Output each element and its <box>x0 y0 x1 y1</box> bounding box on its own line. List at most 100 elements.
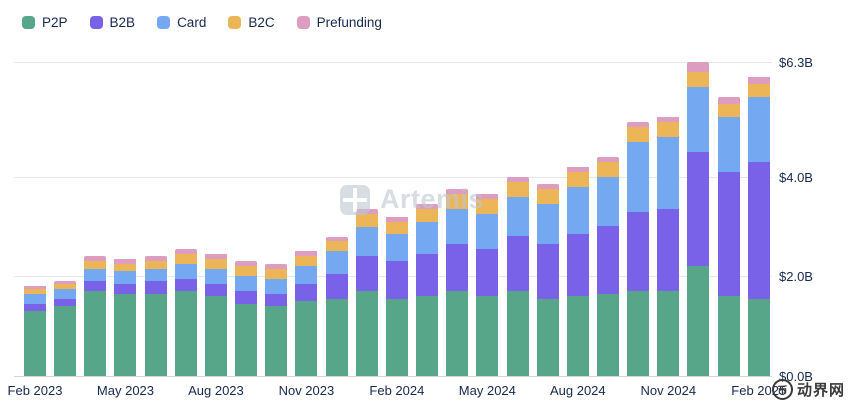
bar-segment-b2c[interactable] <box>416 209 439 222</box>
bar-segment-card[interactable] <box>566 186 589 234</box>
bar-segment-p2p[interactable] <box>265 306 288 376</box>
bar-segment-prefunding[interactable] <box>596 156 619 162</box>
bar-segment-b2b[interactable] <box>325 273 348 299</box>
bar-segment-prefunding[interactable] <box>84 256 107 262</box>
bar-segment-card[interactable] <box>687 86 710 152</box>
bar-segment-card[interactable] <box>385 233 408 262</box>
bar-segment-b2c[interactable] <box>747 84 770 97</box>
bar-segment-b2b[interactable] <box>476 248 499 297</box>
bar[interactable] <box>506 176 529 376</box>
bar-segment-card[interactable] <box>355 226 378 257</box>
bar-segment-p2p[interactable] <box>446 291 469 376</box>
bar-segment-b2b[interactable] <box>627 211 650 292</box>
bar-segment-card[interactable] <box>627 141 650 212</box>
bar-segment-b2c[interactable] <box>204 258 227 269</box>
bar-segment-b2b[interactable] <box>265 293 288 307</box>
bar-segment-b2c[interactable] <box>235 266 258 277</box>
bar-segment-card[interactable] <box>596 176 619 227</box>
bar-segment-prefunding[interactable] <box>657 116 680 122</box>
bar-segment-p2p[interactable] <box>476 296 499 376</box>
bar-segment-p2p[interactable] <box>657 291 680 376</box>
bar-segment-prefunding[interactable] <box>687 62 710 73</box>
legend-item-b2c[interactable]: B2C <box>228 15 275 30</box>
bar[interactable]: Feb 2023 <box>8 286 62 398</box>
bar-segment-prefunding[interactable] <box>747 76 770 85</box>
bar-segment-b2c[interactable] <box>657 121 680 137</box>
bar-segment-p2p[interactable] <box>114 293 137 376</box>
bar[interactable] <box>536 184 559 376</box>
bar-segment-card[interactable] <box>54 288 77 299</box>
bar-segment-b2b[interactable] <box>174 278 197 292</box>
bar-segment-b2b[interactable] <box>536 243 559 299</box>
bar-segment-b2c[interactable] <box>476 199 499 215</box>
bar[interactable] <box>325 236 348 376</box>
bar-segment-b2c[interactable] <box>385 221 408 234</box>
bar[interactable] <box>144 256 167 376</box>
bar-segment-b2b[interactable] <box>54 298 77 307</box>
bar[interactable] <box>717 96 740 376</box>
bar-segment-p2p[interactable] <box>385 298 408 376</box>
bar-segment-p2p[interactable] <box>144 293 167 376</box>
bar-segment-card[interactable] <box>114 271 137 284</box>
bar-segment-p2p[interactable] <box>717 296 740 376</box>
bar-segment-prefunding[interactable] <box>325 236 348 242</box>
bar-segment-b2b[interactable] <box>204 283 227 297</box>
bar-segment-b2c[interactable] <box>325 241 348 252</box>
bar-segment-prefunding[interactable] <box>446 189 469 195</box>
bar-segment-p2p[interactable] <box>687 266 710 376</box>
bar-segment-b2b[interactable] <box>385 261 408 299</box>
bar[interactable]: Nov 2023 <box>279 251 334 398</box>
bar[interactable]: Aug 2023 <box>188 253 244 398</box>
bar[interactable] <box>687 62 710 376</box>
bar-segment-prefunding[interactable] <box>627 121 650 127</box>
bar-segment-p2p[interactable] <box>355 291 378 376</box>
bar-segment-card[interactable] <box>265 278 288 294</box>
bar-segment-p2p[interactable] <box>24 311 46 376</box>
bar-segment-prefunding[interactable] <box>476 194 499 200</box>
bar-segment-b2b[interactable] <box>506 236 529 292</box>
bar[interactable] <box>174 248 197 376</box>
legend-item-b2b[interactable]: B2B <box>89 15 135 30</box>
bar-segment-card[interactable] <box>717 116 740 172</box>
bar-segment-prefunding[interactable] <box>566 166 589 172</box>
bar-segment-b2b[interactable] <box>114 283 137 294</box>
bar-segment-prefunding[interactable] <box>506 176 529 182</box>
bar-segment-p2p[interactable] <box>416 296 439 376</box>
bar-segment-card[interactable] <box>446 209 469 244</box>
bar-segment-card[interactable] <box>24 293 46 304</box>
bar-segment-b2c[interactable] <box>24 288 46 294</box>
bar-segment-p2p[interactable] <box>235 303 258 376</box>
bar-segment-prefunding[interactable] <box>416 204 439 210</box>
bar[interactable]: May 2023 <box>97 258 154 398</box>
bar-segment-b2b[interactable] <box>84 281 107 292</box>
bar-segment-p2p[interactable] <box>747 298 770 376</box>
bar-segment-b2c[interactable] <box>566 171 589 187</box>
bar-segment-p2p[interactable] <box>204 296 227 376</box>
bar-segment-b2c[interactable] <box>446 194 469 210</box>
bar-segment-prefunding[interactable] <box>114 258 137 264</box>
bar-segment-b2b[interactable] <box>416 253 439 297</box>
bar[interactable] <box>446 189 469 376</box>
bar-segment-prefunding[interactable] <box>204 253 227 259</box>
bar-segment-card[interactable] <box>295 266 318 284</box>
bar-segment-b2c[interactable] <box>355 214 378 227</box>
bar-segment-p2p[interactable] <box>627 291 650 376</box>
bar[interactable] <box>84 256 107 376</box>
bar[interactable]: Aug 2024 <box>550 166 606 398</box>
legend-item-prefunding[interactable]: Prefunding <box>296 15 382 30</box>
bar-segment-prefunding[interactable] <box>235 261 258 267</box>
bar-segment-prefunding[interactable] <box>174 248 197 254</box>
bar-segment-prefunding[interactable] <box>24 286 46 289</box>
bar-segment-p2p[interactable] <box>174 291 197 376</box>
bar-segment-b2b[interactable] <box>144 281 167 294</box>
bar-segment-card[interactable] <box>506 196 529 237</box>
bar-segment-b2c[interactable] <box>144 261 167 269</box>
bar-segment-b2b[interactable] <box>717 171 740 297</box>
bar-segment-prefunding[interactable] <box>717 96 740 105</box>
bar-segment-b2c[interactable] <box>627 126 650 142</box>
bar[interactable] <box>596 156 619 376</box>
bar-segment-card[interactable] <box>235 276 258 292</box>
bar-segment-b2b[interactable] <box>295 283 318 302</box>
bar[interactable] <box>265 263 288 376</box>
bar[interactable]: Feb 2024 <box>369 216 424 398</box>
